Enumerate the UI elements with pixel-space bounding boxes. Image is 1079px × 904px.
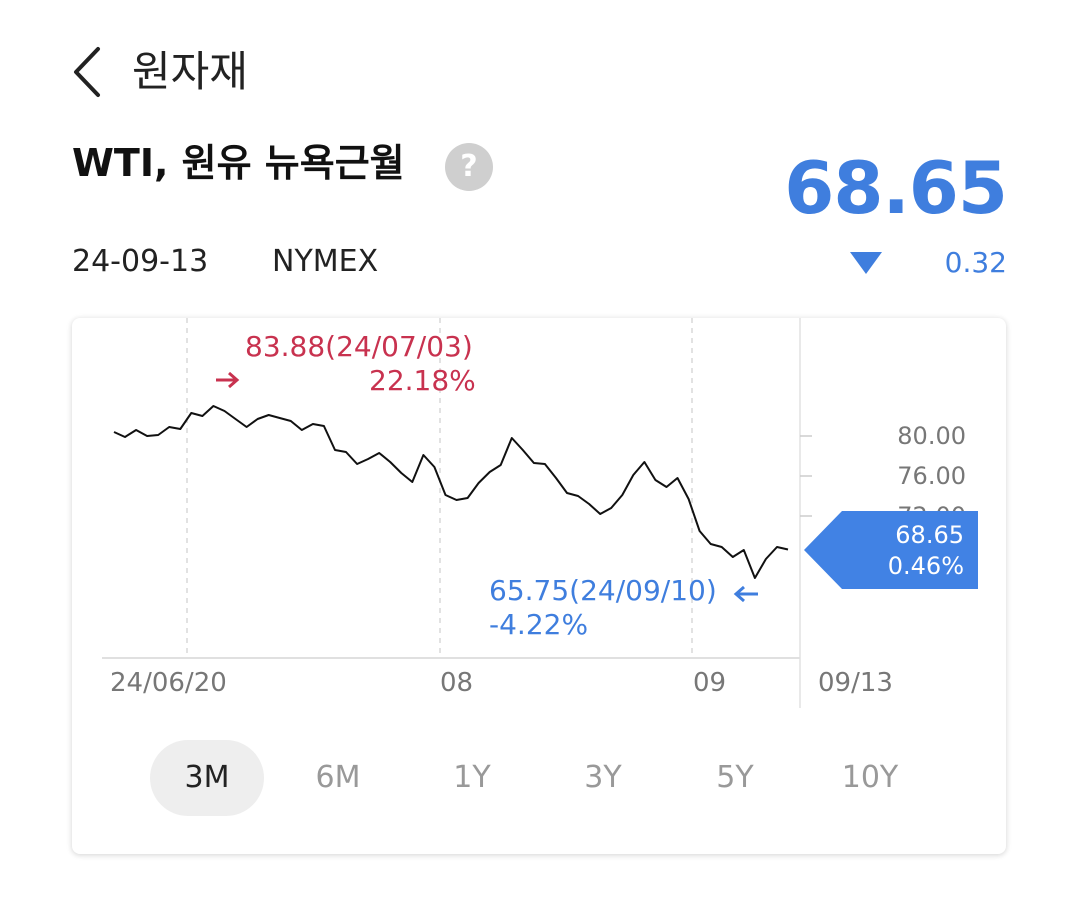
high-annotation-value: 83.88(24/07/03)	[245, 330, 473, 363]
low-arrow-icon	[733, 585, 758, 603]
back-button[interactable]	[62, 42, 112, 102]
exchange-name: NYMEX	[272, 244, 379, 279]
low-annotation-pct: -4.22%	[489, 608, 589, 641]
current-price-tag	[804, 511, 978, 589]
page-title: 원자재	[132, 47, 248, 96]
price-series-line	[113, 405, 789, 579]
high-arrow-icon	[216, 371, 240, 389]
current-price-tag-pct: 0.46%	[887, 552, 964, 580]
x-tick-label: 08	[440, 668, 474, 698]
x-tick-label: 24/06/20	[110, 668, 227, 698]
range-tab-6m[interactable]: 6M	[315, 760, 361, 795]
price-chart	[102, 318, 812, 708]
chart-card: 83.88(24/07/03) 22.18% 65.75(24/09/10) -…	[72, 318, 1006, 854]
current-price-tag-value: 68.65	[895, 521, 964, 549]
range-selector: 3M 6M 1Y 3Y 5Y 10Y	[150, 740, 940, 816]
x-tick-label: 09	[693, 668, 727, 698]
help-icon[interactable]: ?	[445, 143, 493, 191]
instrument-name: WTI, 원유 뉴욕근월	[72, 141, 405, 185]
current-price: 68.65	[784, 146, 1008, 230]
range-tab-3y[interactable]: 3Y	[584, 760, 622, 795]
range-tab-5y[interactable]: 5Y	[716, 760, 754, 795]
price-change: 0.32	[944, 246, 1007, 279]
x-tick-label: 09/13	[818, 668, 893, 698]
chevron-left-icon	[74, 47, 100, 97]
high-annotation-pct: 22.18%	[369, 364, 476, 397]
range-tab-3m[interactable]: 3M	[150, 740, 264, 816]
y-tick-label: 80.00	[897, 422, 966, 450]
y-tick-label: 76.00	[897, 462, 966, 490]
range-tab-10y[interactable]: 10Y	[841, 760, 899, 795]
range-tab-1y[interactable]: 1Y	[453, 760, 491, 795]
low-annotation-value: 65.75(24/09/10)	[489, 574, 717, 607]
quote-date: 24-09-13	[72, 244, 209, 279]
down-triangle-icon	[850, 252, 882, 274]
